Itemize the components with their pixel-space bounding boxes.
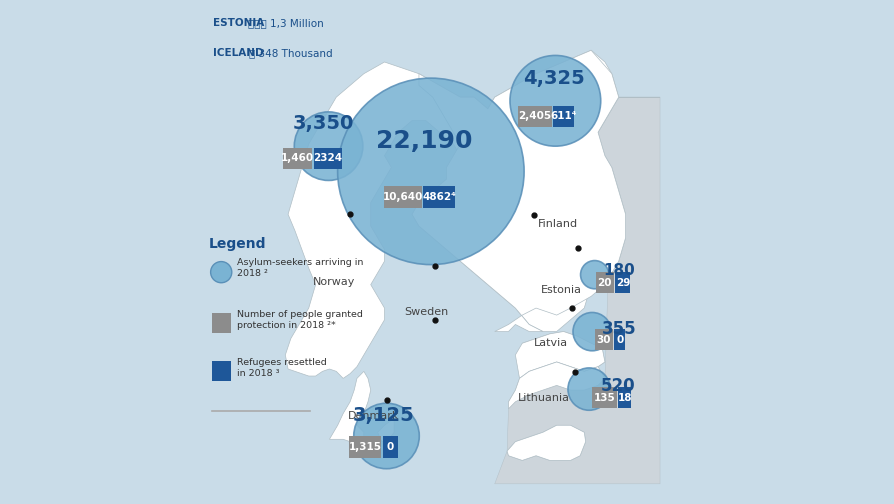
FancyBboxPatch shape <box>212 313 231 333</box>
Polygon shape <box>329 371 371 442</box>
Text: 3,125: 3,125 <box>353 406 415 425</box>
Text: 611⁴: 611⁴ <box>551 111 577 121</box>
Text: 18: 18 <box>618 393 632 403</box>
Text: 520: 520 <box>601 376 636 395</box>
Text: 0: 0 <box>387 442 394 452</box>
FancyBboxPatch shape <box>592 387 617 408</box>
Circle shape <box>568 368 611 410</box>
Polygon shape <box>509 362 605 409</box>
Circle shape <box>338 78 524 265</box>
Text: ESTONIA: ESTONIA <box>213 18 264 28</box>
FancyBboxPatch shape <box>619 387 631 408</box>
FancyBboxPatch shape <box>595 272 614 293</box>
Text: 0: 0 <box>616 335 623 345</box>
Text: 180: 180 <box>603 263 636 278</box>
Text: Norway: Norway <box>312 277 355 287</box>
Text: Legend: Legend <box>209 237 266 251</box>
FancyBboxPatch shape <box>283 148 312 169</box>
Text: 2,405: 2,405 <box>519 111 552 121</box>
Circle shape <box>354 403 419 469</box>
Text: 20: 20 <box>597 278 612 288</box>
FancyBboxPatch shape <box>383 436 398 458</box>
Text: 29: 29 <box>616 278 630 288</box>
Polygon shape <box>285 50 626 379</box>
Polygon shape <box>494 97 660 484</box>
Text: 30: 30 <box>596 335 611 345</box>
FancyBboxPatch shape <box>349 436 382 458</box>
Text: Estonia: Estonia <box>540 285 581 295</box>
FancyBboxPatch shape <box>518 106 552 127</box>
FancyBboxPatch shape <box>424 186 454 208</box>
Text: Denmark: Denmark <box>349 411 400 421</box>
FancyBboxPatch shape <box>615 272 630 293</box>
Text: Number of people granted
protection in 2018 ²*: Number of people granted protection in 2… <box>237 310 363 330</box>
Text: 10,640: 10,640 <box>383 192 423 202</box>
Text: Lithuania: Lithuania <box>519 393 570 403</box>
Text: Latvia: Latvia <box>534 338 568 348</box>
Text: 22,190: 22,190 <box>376 129 473 153</box>
FancyBboxPatch shape <box>595 329 612 350</box>
Text: 1,315: 1,315 <box>349 442 382 452</box>
Text: 1,460: 1,460 <box>282 153 315 163</box>
Text: 355: 355 <box>602 320 637 338</box>
FancyBboxPatch shape <box>314 148 342 169</box>
Text: 2324: 2324 <box>313 153 342 163</box>
FancyBboxPatch shape <box>614 329 626 350</box>
Circle shape <box>294 112 363 180</box>
Text: ICELAND: ICELAND <box>213 48 263 58</box>
Text: 4862⁴: 4862⁴ <box>422 192 456 202</box>
Circle shape <box>211 262 232 283</box>
Text: Sweden: Sweden <box>405 307 449 318</box>
Polygon shape <box>377 418 394 442</box>
Polygon shape <box>515 332 605 379</box>
Text: 135: 135 <box>594 393 615 403</box>
Text: 4,325: 4,325 <box>523 69 585 88</box>
Circle shape <box>580 261 609 289</box>
Polygon shape <box>412 50 626 332</box>
Text: ⛹ 348 Thousand: ⛹ 348 Thousand <box>249 48 333 58</box>
Text: 3,350: 3,350 <box>293 114 354 133</box>
FancyBboxPatch shape <box>384 186 422 208</box>
Circle shape <box>510 55 601 146</box>
Text: Refugees resettled
in 2018 ³: Refugees resettled in 2018 ³ <box>237 358 326 377</box>
Text: ⛹⛹⛹ 1,3 Million: ⛹⛹⛹ 1,3 Million <box>248 18 324 28</box>
FancyBboxPatch shape <box>212 361 231 381</box>
FancyBboxPatch shape <box>553 106 574 127</box>
Circle shape <box>573 312 611 351</box>
Polygon shape <box>507 425 586 461</box>
Text: Finland: Finland <box>538 219 578 229</box>
Text: Asylum-seekers arriving in
2018 ²: Asylum-seekers arriving in 2018 ² <box>237 259 363 278</box>
